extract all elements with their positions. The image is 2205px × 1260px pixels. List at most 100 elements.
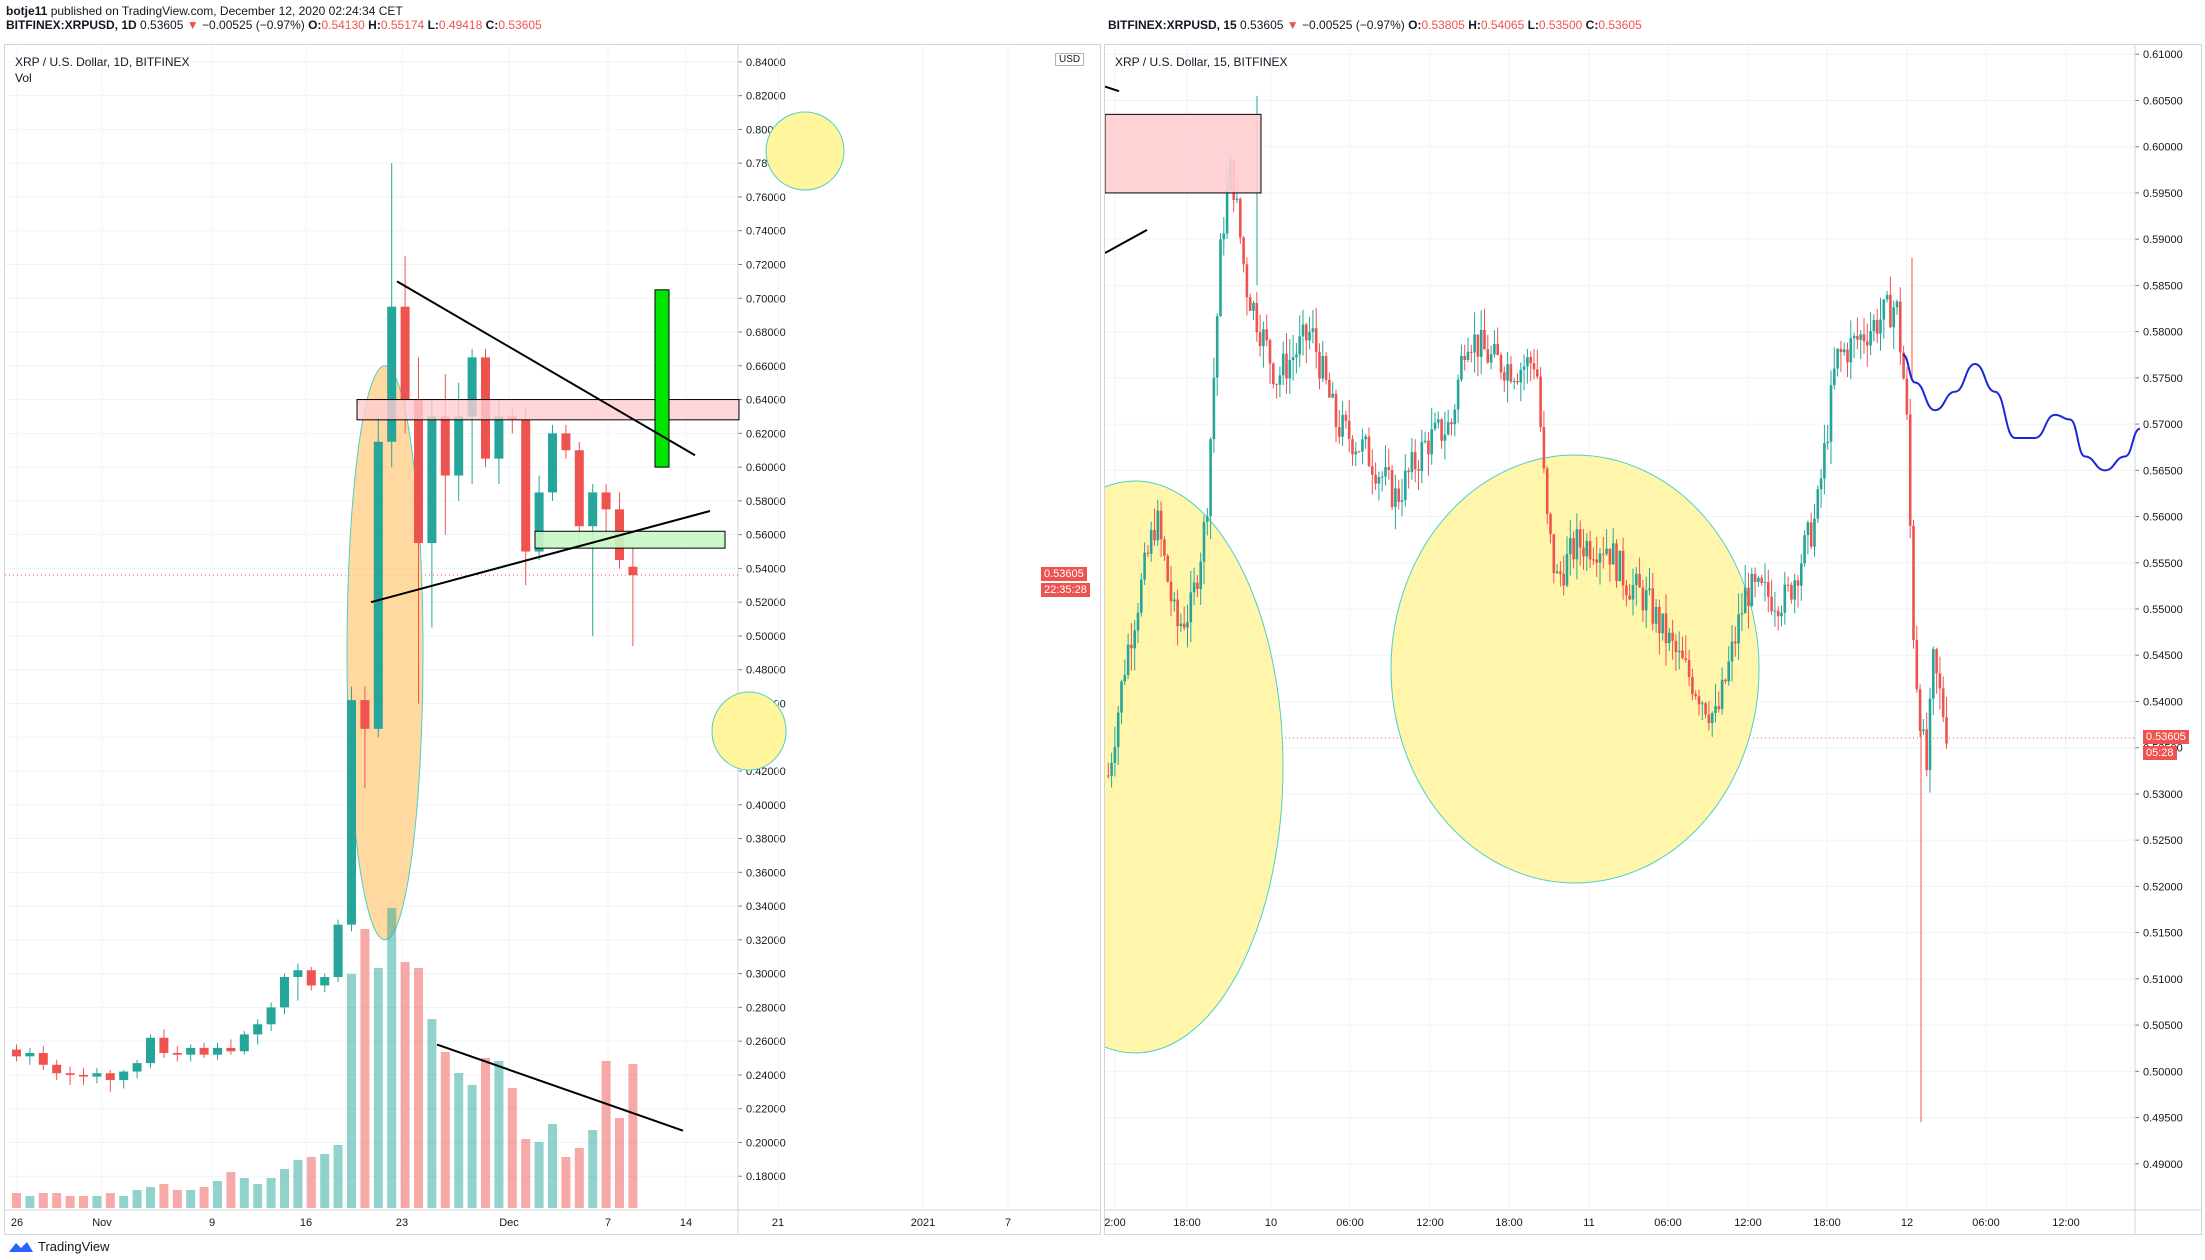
x-tick-label: 23 [396,1217,408,1229]
candle-body [1740,613,1744,615]
publisher-name[interactable]: botje11 [6,4,48,18]
candle-body [360,700,370,729]
y-tick-label: 0.34000 [746,901,786,913]
candle-body [1407,470,1410,473]
candle-body [1773,610,1777,612]
candle-body [601,492,611,510]
publish-line: botje11 published on TradingView.com, De… [6,4,403,18]
volume-bar [293,1160,303,1208]
candle-body [280,977,289,1008]
y-tick-label: 0.57000 [2143,419,2183,431]
candle-body [1552,534,1556,574]
candle-body [467,357,477,417]
candle-body [1509,364,1513,382]
candle-body [1908,414,1912,526]
candle-body [1169,581,1173,602]
intraday-chart-svg[interactable]: 0.61000 0.60500 0.60000 0.59500 0.59000 0.585… [1105,45,2201,1234]
candle-body [1598,553,1602,563]
volume-bar [454,1073,464,1208]
candle-body [1199,561,1202,590]
candle-body [1615,543,1618,581]
y-tick-label: 0.70000 [746,293,786,305]
candle-body [1549,513,1552,535]
candle-body [1559,571,1562,574]
y-tick-label: 0.60000 [2143,142,2183,154]
volume-bar [360,929,370,1208]
candle-body [1892,307,1895,328]
candle-body [1420,441,1424,471]
candle-body [1374,474,1377,484]
candle-body [1397,488,1400,502]
y-tick-label: 0.61000 [2143,49,2183,61]
y-tick-label: 0.54500 [2143,650,2183,662]
x-tick-label: 2021 [911,1217,935,1229]
y-tick-label: 0.26000 [746,1036,786,1048]
candle-body [1578,529,1582,548]
candle-body [1816,489,1820,519]
x-tick-label: Nov [92,1217,112,1229]
candle-body [1701,703,1704,705]
y-tick-label: 0.22000 [746,1104,786,1116]
candle-body [1166,555,1169,582]
y-tick-label: 0.68000 [746,327,786,339]
y-tick-label: 0.58500 [2143,280,2183,292]
candle-body [1347,420,1351,440]
projection-path [1902,353,2141,472]
yellow-highlight-circle [765,111,845,191]
projected-candle-bar [654,289,670,468]
candle-body [1704,703,1707,715]
candle-body [427,416,437,544]
candle-body [1159,510,1163,540]
y-tick-label: 0.59000 [2143,234,2183,246]
chart-panel-15m[interactable]: 0.61000 0.60500 0.60000 0.59500 0.59000 0.585… [1104,44,2202,1235]
yellow-highlight-circle [711,691,787,771]
y-tick-label: 0.74000 [746,226,786,238]
candle-body [1833,368,1836,386]
right-change: −0.00525 (−0.97%) [1302,18,1405,32]
candle-body [1239,198,1242,238]
candle-body [1503,372,1506,381]
candle-body [1635,573,1638,586]
trendline-fragment [1105,229,1148,254]
volume-bar [79,1196,88,1208]
volume-bar [387,908,397,1208]
candle-body [1143,552,1146,580]
y-tick-label: 0.51000 [2143,974,2183,986]
candle-body [1308,331,1311,341]
down-arrow-icon: ▼ [1286,18,1299,32]
candle-body [1493,343,1496,355]
candle-body [1565,554,1569,586]
candle-body [1522,366,1526,370]
candle-body [414,399,423,544]
candle-body [1902,352,1905,379]
x-tick-label: 11 [1583,1217,1594,1229]
candle-body [1364,436,1367,440]
currency-badge[interactable]: USD [1055,53,1085,66]
volume-bar [628,1064,638,1208]
volume-bar [601,1061,611,1208]
candle-body [1443,434,1447,441]
candle-body [1763,582,1767,584]
chart-panel-daily[interactable]: 0.84000 0.82000 0.80000 0.78000 0.76000 0.740… [4,44,1101,1235]
resistance-zone-box [1105,113,1262,194]
volume-bar [186,1190,196,1208]
y-tick-label: 0.55000 [2143,604,2183,616]
y-tick-label: 0.20000 [746,1137,786,1149]
candle-body [1275,384,1278,386]
candle-body [1354,451,1358,455]
y-tick-label: 0.59500 [2143,188,2183,200]
volume-bar [25,1196,35,1208]
daily-chart-svg[interactable]: 0.840000.820000.800000.780000.760000.740… [5,45,1100,1234]
right-symbol: BITFINEX:XRPUSD, 15 [1108,18,1237,32]
x-tick-label: 9 [209,1217,215,1229]
y-tick-label: 0.51500 [2143,928,2183,940]
volume-bar [440,1052,450,1208]
candle-body [1918,689,1922,731]
y-tick-label: 0.38000 [746,834,786,846]
y-tick-label: 0.36000 [746,867,786,879]
candle-body [1628,595,1631,600]
candle-body [1258,332,1262,347]
tradingview-logo[interactable]: TradingView [8,1239,110,1254]
candle-body [1245,264,1249,298]
candle-body [1512,381,1516,383]
